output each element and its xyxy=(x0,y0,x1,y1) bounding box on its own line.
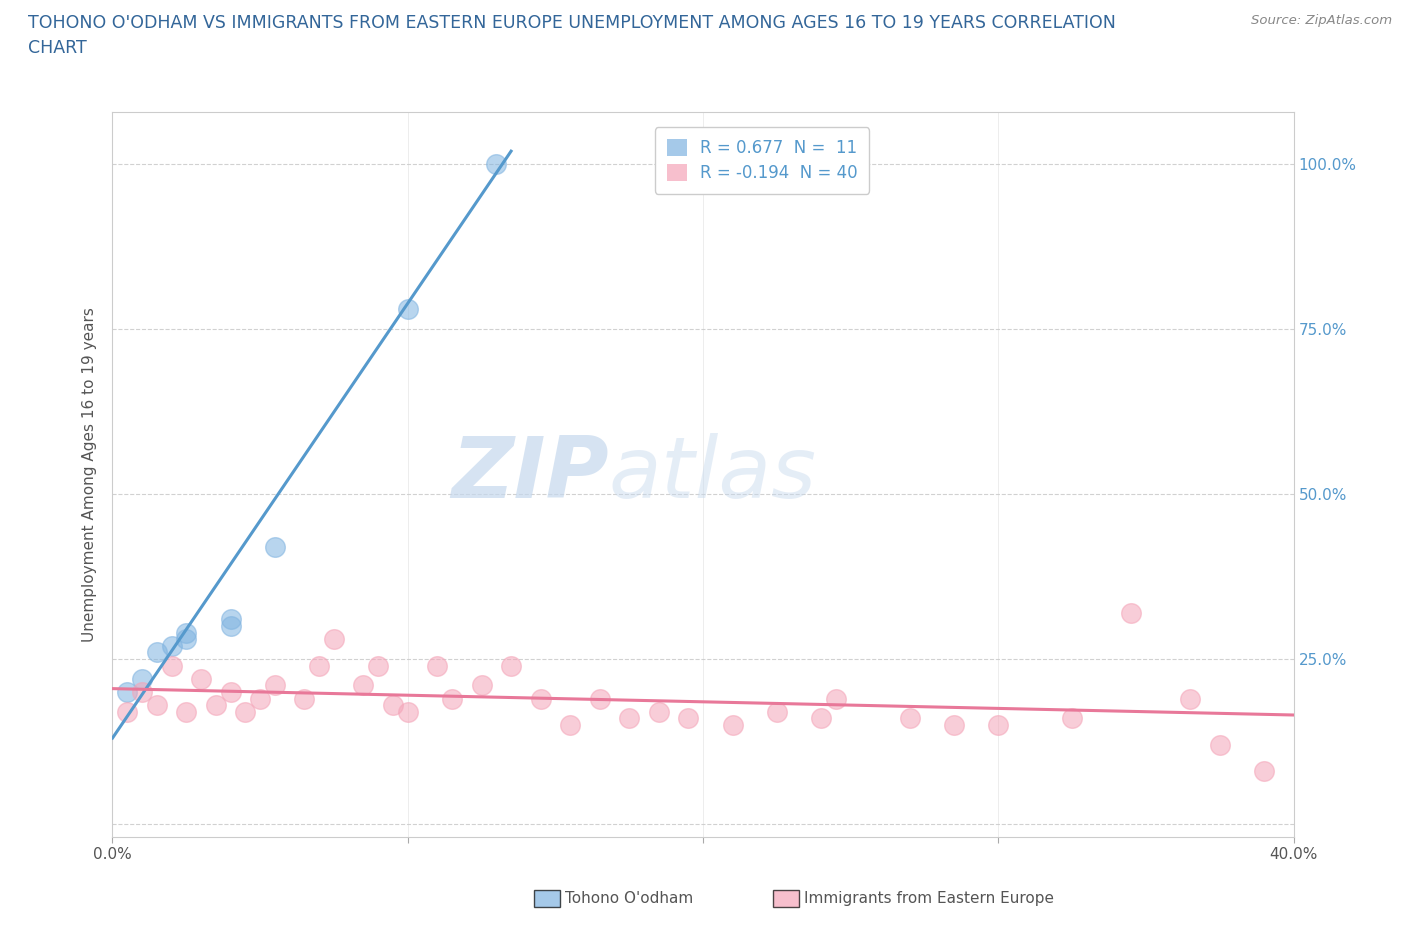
Point xyxy=(160,638,183,653)
Text: atlas: atlas xyxy=(609,432,817,516)
Point xyxy=(160,658,183,673)
Point xyxy=(264,678,287,693)
Point xyxy=(117,684,138,699)
Text: ZIP: ZIP xyxy=(451,432,609,516)
Point xyxy=(647,704,671,719)
Point xyxy=(131,671,153,686)
Point xyxy=(485,157,508,172)
Point xyxy=(174,704,197,719)
Point xyxy=(219,684,242,699)
Point xyxy=(987,717,1010,732)
Point xyxy=(501,658,523,673)
Point xyxy=(146,644,169,659)
Point xyxy=(352,678,374,693)
Point xyxy=(396,302,419,317)
Point xyxy=(190,671,212,686)
Y-axis label: Unemployment Among Ages 16 to 19 years: Unemployment Among Ages 16 to 19 years xyxy=(82,307,97,642)
Point xyxy=(1178,691,1201,706)
Point xyxy=(131,684,153,699)
Point xyxy=(942,717,965,732)
Point xyxy=(810,711,832,725)
Point xyxy=(205,698,228,712)
Point xyxy=(619,711,641,725)
Point xyxy=(117,704,138,719)
Point xyxy=(174,631,197,646)
Point xyxy=(1253,764,1275,778)
Point xyxy=(824,691,846,706)
Legend: R = 0.677  N =  11, R = -0.194  N = 40: R = 0.677 N = 11, R = -0.194 N = 40 xyxy=(655,127,869,193)
Text: Tohono O'odham: Tohono O'odham xyxy=(565,891,693,906)
Text: Source: ZipAtlas.com: Source: ZipAtlas.com xyxy=(1251,14,1392,27)
Point xyxy=(174,625,197,640)
Point xyxy=(323,631,346,646)
Point xyxy=(529,691,551,706)
Point xyxy=(1208,737,1232,752)
Point xyxy=(308,658,330,673)
Point xyxy=(219,618,242,633)
Point xyxy=(249,691,271,706)
Point xyxy=(721,717,744,732)
Point xyxy=(233,704,256,719)
Point xyxy=(219,612,242,627)
Point xyxy=(1119,605,1142,620)
Point xyxy=(558,717,582,732)
Point xyxy=(382,698,405,712)
Point xyxy=(470,678,494,693)
Text: Immigrants from Eastern Europe: Immigrants from Eastern Europe xyxy=(804,891,1054,906)
Point xyxy=(426,658,449,673)
Point xyxy=(292,691,315,706)
Point xyxy=(766,704,789,719)
Point xyxy=(367,658,389,673)
Point xyxy=(146,698,169,712)
Point xyxy=(264,539,287,554)
Point xyxy=(441,691,464,706)
Point xyxy=(898,711,921,725)
Text: TOHONO O'ODHAM VS IMMIGRANTS FROM EASTERN EUROPE UNEMPLOYMENT AMONG AGES 16 TO 1: TOHONO O'ODHAM VS IMMIGRANTS FROM EASTER… xyxy=(28,14,1116,57)
Point xyxy=(588,691,610,706)
Point xyxy=(396,704,419,719)
Point xyxy=(1062,711,1084,725)
Point xyxy=(678,711,700,725)
